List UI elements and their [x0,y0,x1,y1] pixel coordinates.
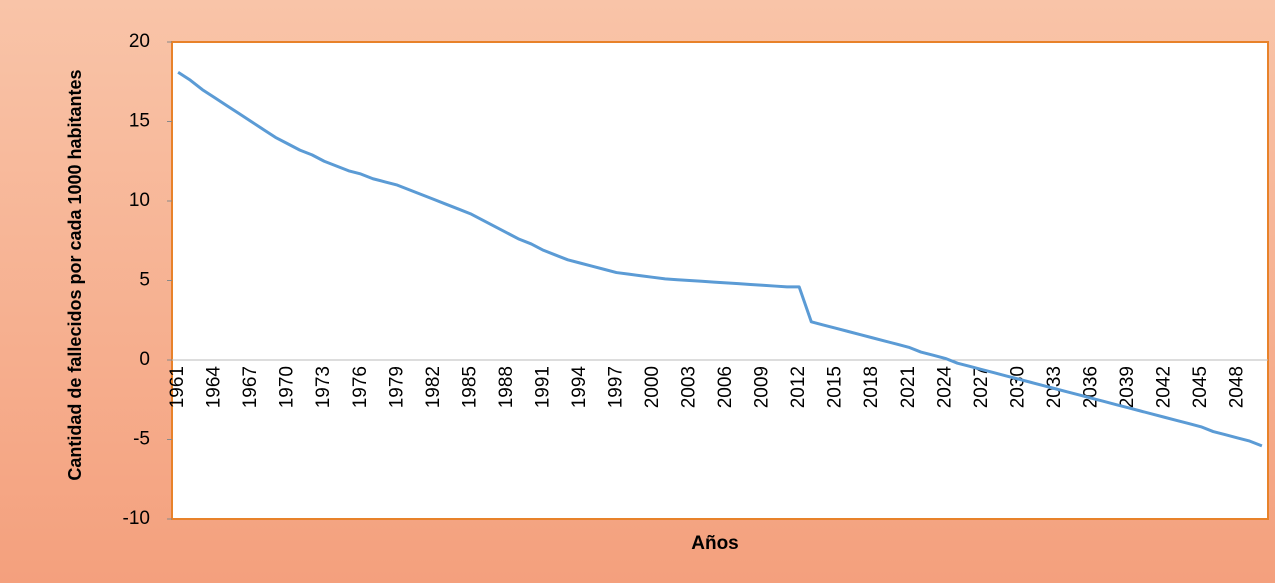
x-tick-label: 2006 [715,366,736,408]
x-tick-label: 1994 [569,366,590,409]
x-tick-label: 2024 [934,366,955,409]
x-tick-label: 2030 [1007,366,1028,408]
x-tick-label: 1979 [386,366,407,408]
x-tick-label: 2015 [825,366,846,408]
data-line [177,70,1263,448]
y-tick-label: 15 [129,111,150,132]
x-tick-label: 1982 [423,366,444,408]
y-tick-label: 10 [129,190,150,211]
x-tick-label: 2018 [861,366,882,408]
y-tick-label: 0 [139,349,150,370]
y-tick-label: -10 [123,508,150,529]
x-tick-label: 2009 [752,366,773,408]
y-tick-label: 5 [139,270,150,291]
x-tick-label: 1970 [277,366,298,408]
x-tick-label: 1988 [496,366,517,408]
y-tick-label: 20 [129,31,150,52]
x-tick-label: 2000 [642,366,663,408]
x-tick-label: 2045 [1190,366,1211,408]
x-tick-label: 1961 [167,366,188,408]
x-axis-title: Años [691,533,739,554]
x-tick-label: 1985 [459,366,480,408]
x-tick-label: 1997 [606,366,627,408]
y-tick-label: -5 [133,429,150,450]
x-tick-label: 2039 [1117,366,1138,408]
x-tick-label: 2042 [1154,366,1175,408]
x-tick-label: 2003 [679,366,700,408]
x-tick-label: 2048 [1227,366,1248,408]
plot-area [171,41,1269,520]
x-tick-label: 1973 [313,366,334,408]
x-tick-label: 2027 [971,366,992,408]
x-tick-label: 1991 [532,366,553,408]
x-tick-label: 2021 [898,366,919,408]
x-tick-label: 1967 [240,366,261,408]
y-axis-title: Cantidad de fallecidos por cada 1000 hab… [65,69,85,481]
x-tick-label: 2012 [788,366,809,408]
x-tick-label: 1976 [350,366,371,408]
x-tick-label: 2036 [1080,366,1101,408]
x-tick-label: 1964 [204,366,225,409]
